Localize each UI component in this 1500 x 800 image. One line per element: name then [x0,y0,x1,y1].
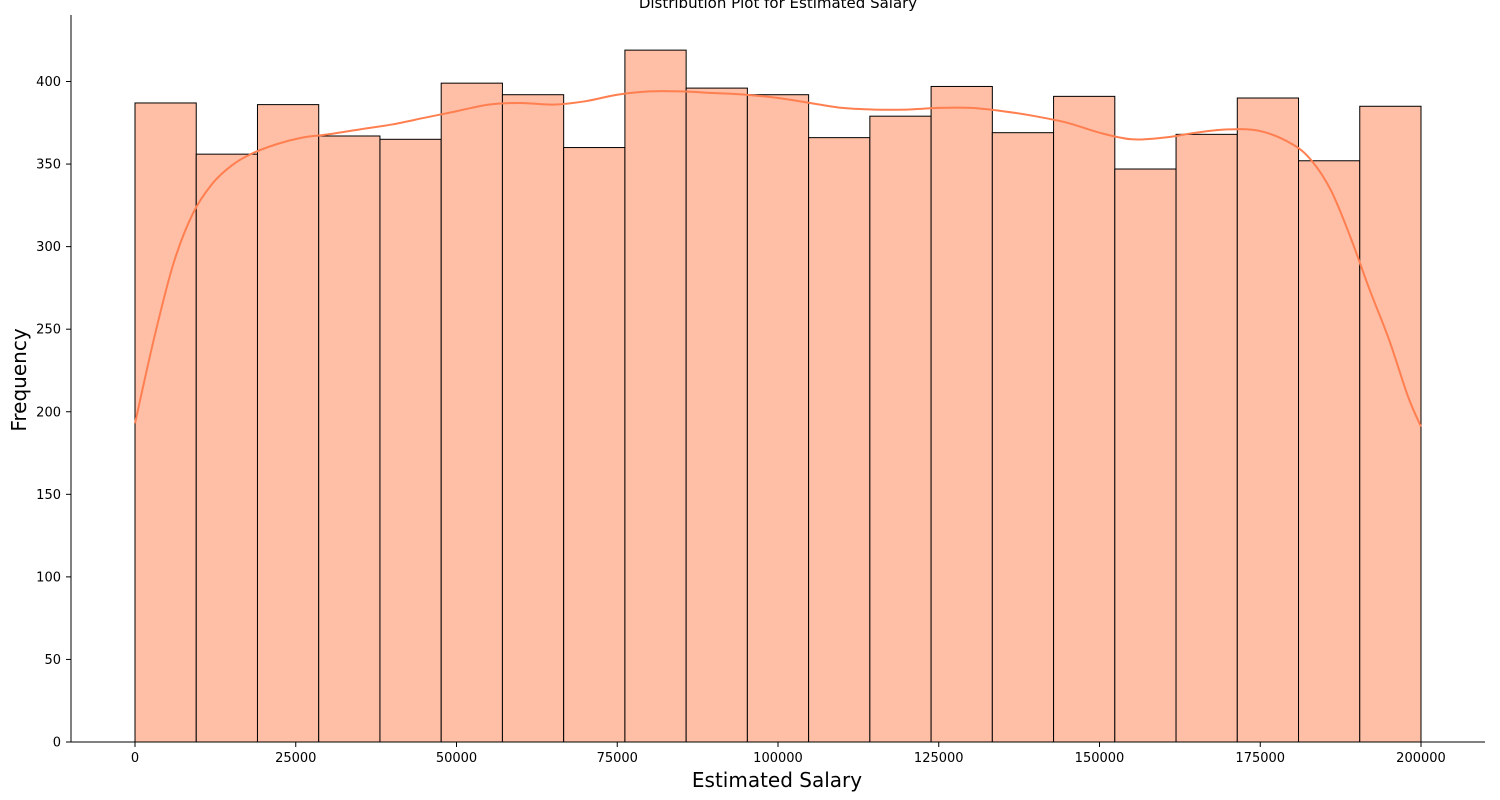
histogram-bar [746,94,810,743]
histogram-bar [1298,160,1361,743]
x-axis-title: Estimated Salary [692,768,862,792]
histogram-bar [869,115,932,743]
x-tick-label: 150000 [1075,751,1125,766]
histogram-bar [1236,97,1300,743]
y-axis-title: Frequency [7,328,31,431]
y-tick-label: 300 [36,240,61,255]
histogram-bar [808,137,871,743]
histogram-bar [440,82,503,743]
histogram-bar [563,147,626,743]
histogram-bar [1053,95,1116,743]
histogram-bar [1114,168,1177,743]
y-tick-label: 150 [36,488,61,503]
x-tick-label: 75000 [597,751,638,766]
histogram-bar [930,85,993,743]
x-axis-ticks: 0 25000 50000 75000 100000 125000 150000 175000… [131,742,1446,766]
y-axis-ticks: 0 50 100 150 200 250 300 350 400 [36,75,71,751]
x-tick-label: 25000 [275,751,316,766]
x-tick-label: 175000 [1235,751,1285,766]
x-tick-label: 200000 [1396,751,1446,766]
y-tick-label: 100 [36,570,61,585]
x-tick-label: 50000 [436,751,477,766]
histogram-bar [624,49,687,743]
histogram-bar [256,104,320,743]
histogram-bar [134,102,197,743]
y-tick-label: 400 [36,75,61,90]
y-tick-label: 200 [36,405,61,420]
histogram-bar [991,132,1055,743]
x-tick-label: 100000 [753,751,803,766]
histogram-bar [1359,105,1422,743]
y-tick-label: 0 [53,736,61,751]
histogram-bar [501,94,565,743]
histogram-bar [1175,133,1238,743]
y-tick-label: 250 [36,323,61,338]
histogram-bar [318,135,381,743]
chart-title: Distribution Plot for Estimated Salary [639,0,917,12]
histogram-bar [195,153,258,743]
x-tick-label: 125000 [914,751,964,766]
histogram-bars [134,49,1422,743]
histogram-bar [685,87,748,743]
histogram-bar [379,138,442,743]
y-tick-label: 350 [36,158,61,173]
x-tick-label: 0 [131,751,139,766]
kde-curve [134,90,1422,428]
y-tick-label: 50 [44,653,61,668]
